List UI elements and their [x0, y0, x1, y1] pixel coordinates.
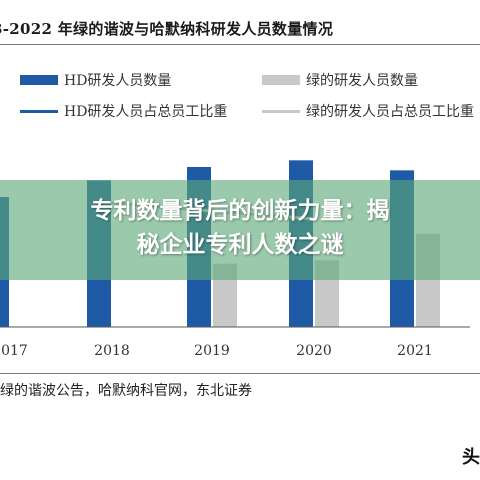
legend-green-ratio: 绿的研发人员占总员工比重: [262, 101, 474, 121]
overlay-banner: [0, 180, 480, 280]
legend-hd-count-label: HD研发人员数量: [64, 73, 172, 89]
corner-watermark-text: 头: [462, 447, 480, 468]
x-tick-label-2018: 2018: [94, 343, 130, 359]
x-tick-label-2017: 2017: [0, 343, 28, 359]
legend-hd-ratio-label: HD研发人员占总员工比重: [64, 104, 228, 120]
banner-line-2: 秘企业专利人数之谜: [136, 232, 344, 258]
legend-green-ratio-label: 绿的研发人员占总员工比重: [306, 104, 474, 120]
legend-hd-ratio-swatch: [20, 109, 58, 113]
x-tick-label-2020: 2020: [296, 343, 332, 359]
legend-green-count-swatch: [262, 75, 300, 85]
legend-hd-ratio: HD研发人员占总员工比重: [20, 101, 227, 121]
legend-green-ratio-swatch: [262, 109, 300, 113]
banner-line-1: 专利数量背后的创新力量：揭: [90, 198, 390, 224]
x-tick-label-2019: 2019: [194, 343, 230, 359]
source-note: 绿的谐波公告，哈默纳科官网，东北证券: [0, 383, 252, 399]
title-rule: [0, 44, 480, 45]
legend-hd-count: HD研发人员数量: [20, 70, 171, 90]
legend-hd-count-swatch: [20, 75, 58, 85]
x-tick-label-2021: 2021: [397, 343, 433, 359]
legend-green-count: 绿的研发人员数量: [262, 70, 418, 90]
chart-title: 3-2022 年绿的谐波与哈默纳科研发人员数量情况: [0, 20, 334, 38]
source-rule: [0, 373, 480, 374]
legend-green-count-label: 绿的研发人员数量: [306, 73, 418, 89]
overlay-banner-text: 专利数量背后的创新力量：揭 秘企业专利人数之谜: [0, 194, 480, 262]
